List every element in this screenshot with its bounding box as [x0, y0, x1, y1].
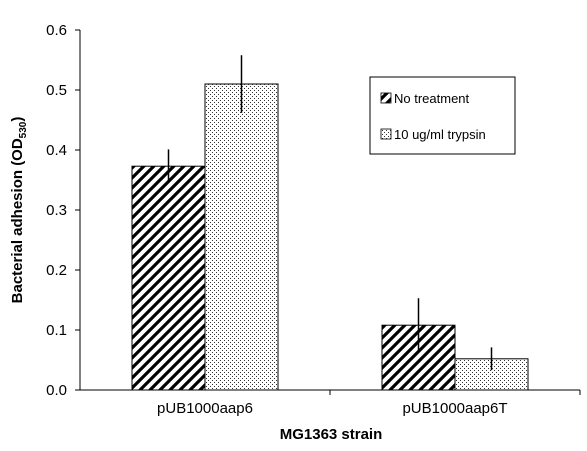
x-ticks: pUB1000aap6 pUB1000aap6T: [157, 390, 581, 417]
x-tick-label: pUB1000aap6: [157, 400, 253, 417]
y-tick-label: 0.2: [46, 262, 67, 279]
bars: [131, 83, 529, 391]
y-tick-label: 0.4: [46, 142, 67, 159]
y-tick-label: 0.1: [46, 322, 67, 339]
legend-label-trypsin: 10 ug/ml trypsin: [394, 127, 486, 142]
y-axis-title: Bacterial adhesion (OD530): [9, 117, 29, 304]
x-tick-label: pUB1000aap6T: [402, 400, 507, 417]
y-tick-label: 0.3: [46, 202, 67, 219]
legend-box: [369, 76, 516, 155]
legend: No treatment 10 ug/ml trypsin: [369, 76, 516, 155]
legend-swatch-no-treatment: [380, 92, 392, 104]
x-axis-title: MG1363 strain: [280, 426, 383, 443]
legend-label-no-treatment: No treatment: [394, 91, 470, 106]
bar-0-1: [204, 83, 279, 391]
y-tick-label: 0.0: [46, 382, 67, 399]
error-bars: [167, 55, 493, 371]
y-tick-label: 0.6: [46, 22, 67, 39]
legend-swatch-trypsin: [380, 128, 392, 140]
y-tick-label: 0.5: [46, 82, 67, 99]
bar-0-0: [131, 165, 206, 391]
y-ticks: 0.0 0.1 0.2 0.3 0.4 0.5 0.6: [46, 22, 80, 399]
